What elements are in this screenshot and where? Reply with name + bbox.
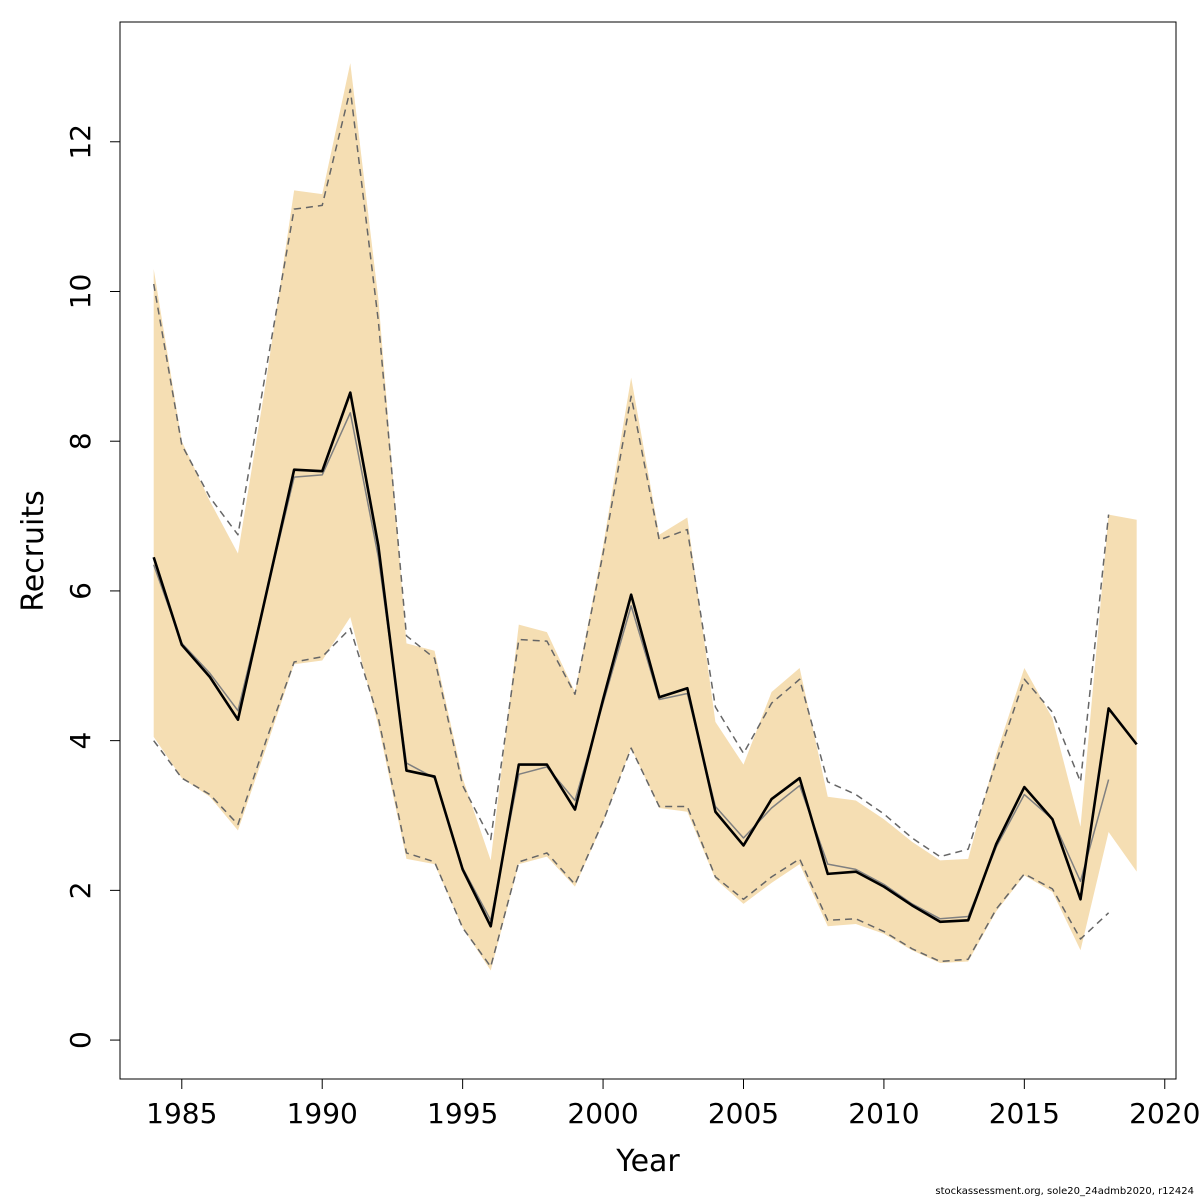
x-axis: 1985 1990 1995 2000 2005 2010 2015 2020 [146, 1078, 1200, 1130]
x-tick-label: 2010 [848, 1097, 919, 1130]
series-line-previous-estimate [152, 412, 1110, 922]
x-tick-label: 2020 [1129, 1097, 1200, 1130]
y-tick-label: 12 [64, 124, 97, 160]
y-tick-label: 2 [64, 881, 97, 899]
y-tick-label: 6 [64, 582, 97, 600]
x-axis-title: Year [615, 1144, 680, 1179]
y-tick-label: 10 [64, 274, 97, 310]
x-tick-label: 2000 [567, 1097, 638, 1130]
confidence-band-layer [153, 63, 1137, 971]
x-tick-label: 2005 [708, 1097, 779, 1130]
y-axis-title: Recruits [16, 490, 51, 612]
x-tick-label: 2015 [989, 1097, 1060, 1130]
y-tick-label: 8 [64, 432, 97, 450]
x-tick-label: 1985 [146, 1097, 217, 1130]
y-axis: 0 2 4 6 8 10 12 [64, 124, 121, 1049]
x-tick-label: 1990 [287, 1097, 358, 1130]
series-line-ci-upper [152, 88, 1110, 858]
series-line-ci-lower [153, 627, 1110, 968]
y-tick-label: 4 [64, 732, 97, 750]
y-tick-label: 0 [64, 1031, 97, 1049]
x-tick-label: 1995 [427, 1097, 498, 1130]
confidence-band [153, 63, 1137, 971]
footer-credit: stockassessment.org, sole20_24admb2020, … [935, 1186, 1194, 1197]
series-lines-layer [152, 88, 1138, 968]
series-line-estimate [152, 391, 1138, 928]
